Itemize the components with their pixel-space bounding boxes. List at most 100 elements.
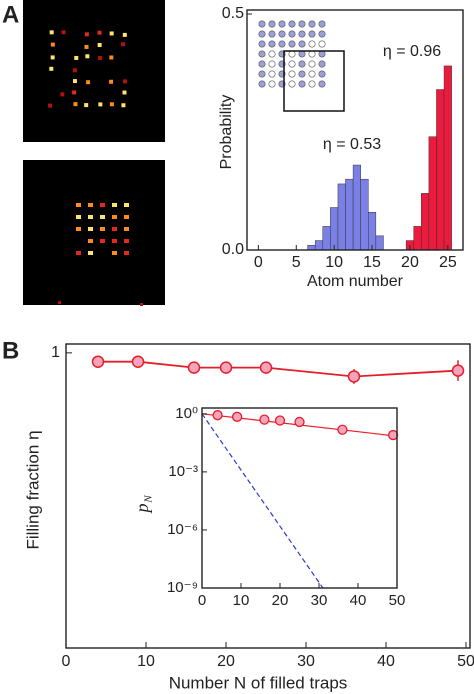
atom-spot bbox=[100, 239, 105, 243]
lattice-site bbox=[318, 50, 326, 58]
atom-spot bbox=[112, 203, 117, 207]
atom-spot bbox=[112, 251, 117, 255]
annotation: η = 0.53 bbox=[323, 136, 381, 153]
panel-label: B bbox=[2, 337, 19, 364]
x-tick-label: 10 bbox=[137, 653, 155, 670]
data-point bbox=[347, 370, 361, 383]
histogram-bar bbox=[352, 164, 361, 251]
data-point bbox=[337, 424, 348, 435]
data-point bbox=[451, 364, 465, 377]
lattice-site bbox=[318, 80, 326, 88]
atom-spot bbox=[50, 55, 55, 60]
data-point bbox=[387, 429, 399, 441]
x-axis-label: Number N of filled traps bbox=[169, 673, 348, 692]
histogram-bar bbox=[413, 226, 422, 251]
lattice-site bbox=[288, 40, 296, 48]
lattice-site bbox=[298, 40, 306, 48]
lattice-site bbox=[308, 60, 316, 68]
x-tick-label: 0 bbox=[62, 653, 71, 670]
lattice-site bbox=[318, 30, 326, 38]
atom-spot bbox=[98, 55, 103, 60]
lattice-site bbox=[308, 40, 316, 48]
histogram-bar bbox=[337, 183, 346, 251]
data-point bbox=[294, 416, 305, 428]
lattice-site bbox=[268, 50, 276, 58]
y-tick-label: 10⁰ bbox=[175, 405, 198, 422]
histogram-bar bbox=[375, 235, 384, 251]
y-tick-label: 0.5 bbox=[222, 5, 244, 22]
lattice-site bbox=[318, 60, 326, 68]
lattice-site bbox=[298, 30, 306, 38]
atom-spot bbox=[88, 239, 93, 243]
target-box bbox=[283, 50, 345, 112]
lattice-site bbox=[288, 50, 296, 58]
histogram-bar bbox=[428, 136, 437, 251]
x-tick-label: 20 bbox=[217, 653, 235, 670]
atom-spot bbox=[72, 68, 77, 73]
y-axis-label-subscript: N bbox=[143, 495, 155, 504]
lattice-site bbox=[258, 70, 266, 78]
lattice-site bbox=[278, 40, 286, 48]
lattice-site bbox=[318, 70, 326, 78]
lattice-site bbox=[258, 30, 266, 38]
atom-spot bbox=[76, 215, 81, 219]
lattice-site bbox=[298, 20, 306, 28]
atom-spot bbox=[122, 79, 127, 84]
y-tick-label: 1 bbox=[51, 344, 60, 361]
axes-frame bbox=[65, 343, 471, 649]
data-point bbox=[131, 355, 145, 368]
atom-spot bbox=[84, 32, 89, 37]
atom-spot bbox=[88, 203, 93, 207]
lattice-site bbox=[258, 50, 266, 58]
image-frame bbox=[23, 0, 165, 142]
data-point bbox=[187, 361, 201, 374]
histogram-bar bbox=[314, 240, 324, 251]
lattice-site bbox=[268, 40, 276, 48]
atom-spot bbox=[97, 30, 102, 35]
atom-spot bbox=[88, 215, 93, 219]
data-point bbox=[259, 414, 270, 425]
atom-spot bbox=[76, 227, 81, 231]
histogram-bar bbox=[436, 89, 445, 251]
atom-spot bbox=[61, 30, 66, 35]
histogram-bar bbox=[307, 245, 316, 251]
lattice-site bbox=[308, 80, 316, 88]
atom-spot bbox=[124, 215, 129, 219]
atom-spot bbox=[72, 79, 77, 84]
atom-spot bbox=[121, 103, 126, 108]
atom-spot bbox=[97, 42, 102, 47]
x-tick-label: 40 bbox=[350, 592, 367, 609]
atom-spot bbox=[100, 203, 105, 207]
atom-spot bbox=[124, 239, 129, 243]
atom-spot bbox=[88, 227, 93, 231]
lattice-site bbox=[308, 30, 316, 38]
atom-spot bbox=[124, 203, 129, 207]
lattice-site bbox=[278, 20, 286, 28]
data-point bbox=[212, 410, 223, 421]
lattice-site bbox=[298, 50, 306, 58]
lattice-site bbox=[318, 20, 326, 28]
lattice-site bbox=[268, 70, 276, 78]
x-tick-label: 5 bbox=[292, 254, 301, 271]
data-point bbox=[231, 411, 243, 422]
lattice-site bbox=[298, 60, 306, 68]
atom-spot bbox=[49, 30, 54, 35]
data-point bbox=[91, 355, 105, 368]
atom-spot bbox=[122, 32, 127, 37]
x-tick-label: 20 bbox=[272, 592, 289, 609]
atom-spot bbox=[98, 102, 103, 107]
atom-spot bbox=[109, 55, 114, 60]
atom-spot bbox=[49, 66, 54, 71]
lattice-site bbox=[308, 20, 316, 28]
y-axis-label: Filling fraction η bbox=[23, 430, 42, 549]
data-point bbox=[219, 361, 233, 374]
x-tick-label: 50 bbox=[389, 592, 406, 609]
lattice-site bbox=[288, 20, 296, 28]
x-tick-label: 10 bbox=[325, 254, 343, 271]
x-tick-label: 0 bbox=[198, 592, 206, 609]
data-line bbox=[98, 360, 459, 378]
image-frame bbox=[23, 160, 165, 305]
lattice-site bbox=[268, 30, 276, 38]
atom-spot bbox=[124, 227, 129, 231]
x-tick-label: 0 bbox=[254, 254, 263, 271]
